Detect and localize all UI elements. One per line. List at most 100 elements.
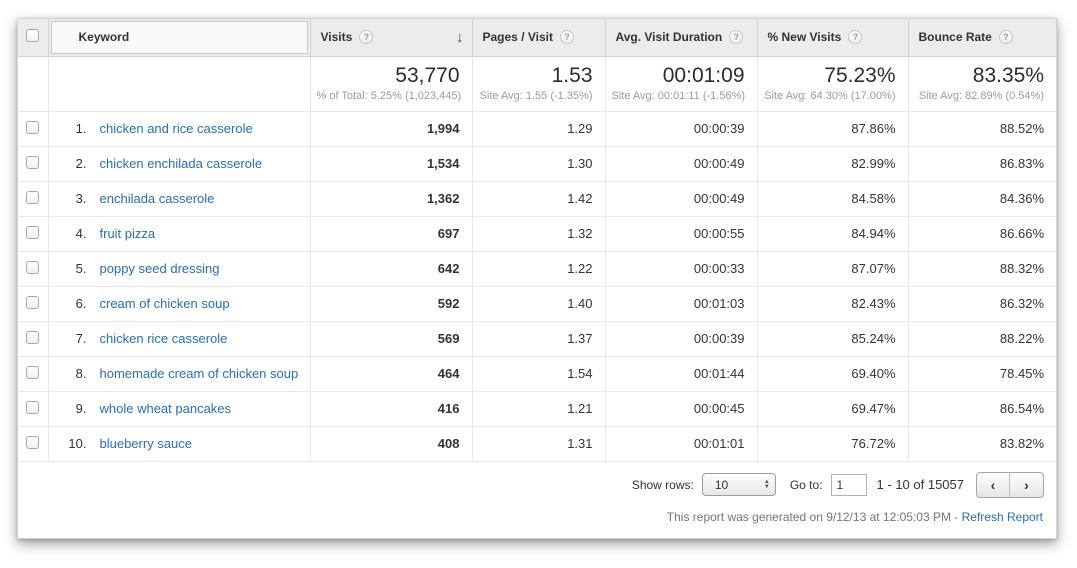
keyword-link[interactable]: chicken and rice casserole bbox=[99, 121, 253, 136]
keyword-link[interactable]: chicken enchilada casserole bbox=[99, 156, 263, 171]
keyword-header-button[interactable]: Keyword bbox=[50, 21, 308, 54]
table-row: 8. homemade cream of chicken soup 464 1.5… bbox=[18, 356, 1056, 392]
avg-duration-cell: 00:00:39 bbox=[605, 321, 758, 357]
summary-pages-visit-value: 1.53 bbox=[551, 63, 593, 87]
row-checkbox[interactable] bbox=[26, 365, 40, 379]
pager-controls: ‹ › bbox=[976, 471, 1044, 498]
row-check-cell bbox=[18, 216, 49, 252]
row-checkbox[interactable] bbox=[26, 260, 40, 274]
refresh-report-link[interactable]: Refresh Report bbox=[961, 509, 1043, 524]
column-header-pages-visit[interactable]: Pages / Visit ? bbox=[472, 19, 606, 57]
report-card: Keyword Visits ? ↓ Pages / Visit ? bbox=[17, 18, 1057, 539]
row-checkbox[interactable] bbox=[26, 435, 40, 449]
keyword-link[interactable]: cream of chicken soup bbox=[99, 296, 230, 311]
bounce-rate-cell: 86.66% bbox=[908, 216, 1056, 252]
visits-cell: 1,994 bbox=[310, 111, 473, 147]
keyword-link[interactable]: poppy seed dressing bbox=[99, 261, 220, 276]
summary-bounce-rate-subtext: Site Avg: 82.89% (0.54%) bbox=[918, 89, 1044, 102]
row-rank: 5. bbox=[75, 261, 87, 276]
visits-header-label: Visits bbox=[320, 30, 353, 45]
chevron-right-icon: › bbox=[1024, 476, 1029, 493]
show-rows-select[interactable]: 10 ▲ ▼ bbox=[701, 473, 776, 496]
help-icon[interactable]: ? bbox=[559, 30, 574, 45]
help-icon[interactable]: ? bbox=[359, 30, 374, 45]
row-checkbox[interactable] bbox=[26, 295, 40, 309]
column-header-visits[interactable]: Visits ? ↓ bbox=[310, 19, 473, 57]
pages-visit-cell: 1.32 bbox=[472, 216, 606, 252]
summary-visits-value: 53,770 bbox=[395, 63, 460, 87]
summary-avg-duration: 00:01:09 Site Avg: 00:01:11 (-1.56%) bbox=[605, 56, 758, 112]
summary-pages-visit: 1.53 Site Avg: 1.55 (-1.35%) bbox=[472, 56, 606, 112]
help-icon[interactable]: ? bbox=[729, 30, 744, 45]
summary-bounce-rate-value: 83.35% bbox=[972, 63, 1044, 87]
select-all-checkbox[interactable] bbox=[26, 29, 40, 43]
row-checkbox[interactable] bbox=[26, 155, 40, 169]
column-header-bounce-rate[interactable]: Bounce Rate ? bbox=[908, 19, 1056, 57]
report-generated-text: This report was generated on 9/12/13 at … bbox=[666, 509, 962, 524]
table-row: 2. chicken enchilada casserole 1,534 1.30… bbox=[18, 146, 1056, 182]
new-visits-cell: 69.40% bbox=[757, 356, 909, 392]
row-check-cell bbox=[18, 286, 49, 322]
table-row: 5. poppy seed dressing 642 1.22 00:00:33 … bbox=[18, 251, 1056, 287]
keywords-table: Keyword Visits ? ↓ Pages / Visit ? bbox=[18, 19, 1056, 462]
keyword-link[interactable]: whole wheat pancakes bbox=[99, 401, 232, 416]
row-rank: 7. bbox=[75, 331, 87, 346]
help-icon[interactable]: ? bbox=[848, 30, 863, 45]
goto-page-input[interactable] bbox=[830, 473, 867, 496]
row-rank: 2. bbox=[75, 156, 87, 171]
summary-keyword-cell bbox=[48, 56, 311, 112]
row-check-cell bbox=[18, 111, 49, 147]
row-check-cell bbox=[18, 251, 49, 287]
pages-visit-cell: 1.40 bbox=[472, 286, 606, 322]
bounce-rate-cell: 86.83% bbox=[908, 146, 1056, 182]
row-range-text: 1 - 10 of 15057 bbox=[876, 477, 964, 492]
bounce-rate-cell: 84.36% bbox=[908, 181, 1056, 217]
row-check-cell bbox=[18, 391, 49, 427]
pages-visit-cell: 1.54 bbox=[472, 356, 606, 392]
summary-row: 53,770 % of Total: 5.25% (1,023,445) 1.5… bbox=[18, 56, 1056, 112]
bounce-rate-cell: 86.32% bbox=[908, 286, 1056, 322]
table-row: 10. blueberry sauce 408 1.31 00:01:01 76.… bbox=[18, 426, 1056, 462]
keyword-header-label: Keyword bbox=[78, 30, 130, 45]
next-page-button[interactable]: › bbox=[1010, 473, 1043, 497]
keyword-link[interactable]: fruit pizza bbox=[99, 226, 156, 241]
row-checkbox[interactable] bbox=[26, 225, 40, 239]
row-check-cell bbox=[18, 181, 49, 217]
new-visits-header-label: % New Visits bbox=[767, 30, 842, 45]
new-visits-cell: 84.94% bbox=[757, 216, 909, 252]
help-icon[interactable]: ? bbox=[998, 30, 1013, 45]
chevron-left-icon: ‹ bbox=[990, 476, 996, 493]
keyword-link[interactable]: blueberry sauce bbox=[99, 436, 193, 451]
row-checkbox[interactable] bbox=[26, 120, 40, 134]
pages-visit-cell: 1.29 bbox=[472, 111, 606, 147]
bounce-rate-cell: 78.45% bbox=[908, 356, 1056, 392]
keyword-cell: 1. chicken and rice casserole bbox=[48, 111, 311, 147]
table-row: 6. cream of chicken soup 592 1.40 00:01:0… bbox=[18, 286, 1056, 322]
row-rank: 9. bbox=[75, 401, 87, 416]
visits-cell: 464 bbox=[310, 356, 473, 392]
sort-desc-icon: ↓ bbox=[456, 28, 464, 46]
prev-page-button[interactable]: ‹ bbox=[977, 472, 1010, 497]
row-rank: 8. bbox=[75, 366, 87, 381]
keyword-link[interactable]: homemade cream of chicken soup bbox=[99, 366, 299, 381]
summary-visits-subtext: % of Total: 5.25% (1,023,445) bbox=[316, 89, 462, 102]
column-header-new-visits[interactable]: % New Visits ? bbox=[757, 19, 909, 57]
keyword-link[interactable]: chicken rice casserole bbox=[99, 331, 228, 346]
row-rank: 4. bbox=[75, 226, 87, 241]
stepper-icon: ▲ ▼ bbox=[763, 478, 770, 490]
new-visits-cell: 85.24% bbox=[757, 321, 909, 357]
summary-new-visits: 75.23% Site Avg: 64.30% (17.00%) bbox=[757, 56, 909, 112]
column-header-avg-duration[interactable]: Avg. Visit Duration ? bbox=[605, 19, 758, 57]
row-checkbox[interactable] bbox=[26, 330, 40, 344]
table-row: 7. chicken rice casserole 569 1.37 00:00:… bbox=[18, 321, 1056, 357]
row-checkbox[interactable] bbox=[26, 190, 40, 204]
visits-cell: 416 bbox=[310, 391, 473, 427]
row-check-cell bbox=[18, 426, 49, 462]
bounce-rate-cell: 86.54% bbox=[908, 391, 1056, 427]
row-check-cell bbox=[18, 321, 49, 357]
row-checkbox[interactable] bbox=[26, 400, 40, 414]
avg-duration-cell: 00:00:55 bbox=[605, 216, 758, 252]
keyword-link[interactable]: enchilada casserole bbox=[99, 191, 215, 206]
row-rank: 1. bbox=[75, 121, 87, 136]
new-visits-cell: 69.47% bbox=[757, 391, 909, 427]
